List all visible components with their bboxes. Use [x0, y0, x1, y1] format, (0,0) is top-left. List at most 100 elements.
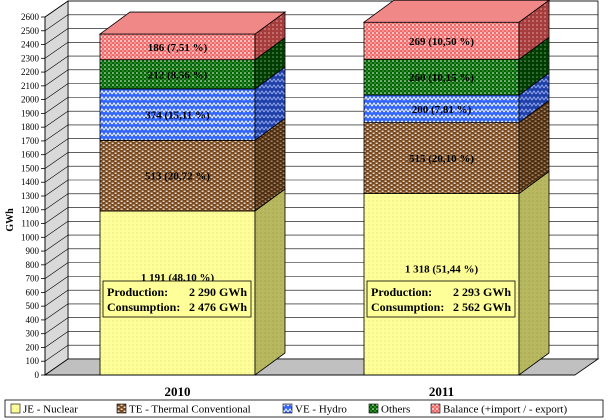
data-label: 513 (20,72 %) [145, 171, 210, 183]
bar-segment [99, 88, 256, 141]
gridline-side [44, 331, 69, 348]
x-axis: 2010 2011 [45, 374, 575, 399]
legend-swatch [430, 403, 441, 414]
y-tick-label: 1500 [21, 163, 40, 173]
y-tick-label: 2000 [21, 95, 40, 105]
consumption-value: 2 562 GWh [453, 300, 511, 314]
y-tick-label: 1100 [21, 219, 39, 229]
gridline-side [44, 110, 69, 128]
gridline-side [44, 14, 69, 32]
y-tick-label: 2500 [21, 26, 40, 36]
gridline-side [44, 124, 69, 142]
production-value: 2 290 GWh [189, 285, 247, 299]
bar-stack: 1 318 (51,44 %) 515 (20,10 %) 200 (7,81 %)… [362, 0, 550, 376]
bar-top [362, 0, 550, 23]
x-tick-label: 2010 [165, 384, 191, 399]
legend: JE - Nuclear TE - Thermal Conventional VE … [4, 399, 604, 418]
gridline-side [44, 344, 69, 362]
y-tick-label: 500 [26, 301, 40, 311]
consumption-value: 2 476 GWh [189, 300, 247, 314]
bar-segment [363, 122, 520, 194]
gridline-side [44, 83, 69, 100]
gridline-side [44, 248, 69, 266]
y-tick-label: 400 [26, 315, 40, 325]
y-tick-label: 600 [26, 287, 40, 297]
y-tick-label: 200 [26, 342, 40, 352]
bar-stack: 1 191 (48,10 %)513 (20,72 %)374 (15,11 %… [98, 11, 287, 376]
bar-segment [99, 33, 256, 61]
data-label: 374 (15,11 %) [145, 110, 210, 122]
bar-segment [99, 59, 256, 90]
legend-label: Others [381, 404, 410, 416]
annotation-box: Production: 2 293 GWh Consumption: 2 562 GW… [366, 280, 516, 318]
gridline-side [44, 97, 69, 114]
bar-segment-side [254, 188, 286, 376]
legend-item: VE - Hydro [282, 404, 347, 416]
legend-item: Others [368, 403, 410, 416]
production-value: 2 293 GWh [453, 285, 511, 299]
data-label: 269 (10,50 %) [409, 36, 474, 48]
legend-label: VE - Hydro [295, 404, 347, 416]
y-tick-label: 300 [26, 329, 40, 339]
annotation-frame [366, 280, 516, 318]
y-tick-label: 1800 [21, 122, 40, 132]
y-tick-label: 900 [26, 246, 40, 256]
y-axis-title: GWh [5, 208, 16, 232]
gridline-side [44, 207, 69, 224]
bar-segment [99, 139, 256, 212]
gridline-side [44, 69, 69, 87]
y-tick-label: 1700 [21, 136, 40, 146]
gridline-side [44, 221, 69, 238]
y-tick-label: 1600 [21, 150, 40, 160]
legend-label: Balance (+import / - export) [443, 404, 567, 416]
gridline-side [44, 138, 69, 155]
y-tick-label: 700 [26, 274, 40, 284]
bar-segment [363, 94, 520, 124]
data-label: 212 (8,56 %) [148, 69, 208, 81]
data-label: 186 (7,51 %) [148, 42, 208, 54]
bar-top [98, 11, 287, 35]
consumption-label: Consumption: [371, 300, 444, 314]
y-tick-label: 1000 [21, 232, 40, 242]
y-tick-label: 1900 [21, 108, 40, 118]
y-tick-label: 1200 [21, 205, 40, 215]
production-label: Production: [107, 285, 168, 299]
legend-item: JE - Nuclear [10, 403, 78, 416]
y-tick-label: 2600 [21, 12, 40, 22]
gridline-side [44, 289, 69, 307]
gridline-side [44, 234, 69, 252]
gridline-side [44, 317, 69, 334]
gridline-side [44, 0, 69, 18]
y-tick-label: 800 [26, 260, 40, 270]
y-tick-label: 0 [35, 370, 40, 380]
legend-item: TE - Thermal Conventional [116, 403, 251, 416]
bars: 1 191 (48,10 %)513 (20,72 %)374 (15,11 %… [98, 0, 550, 376]
y-tick-label: 1300 [21, 191, 40, 201]
legend-swatch [368, 403, 379, 414]
gridline-side [44, 193, 69, 211]
annotation-boxes: Production: 2 290 GWh Consumption: 2 476 GW… [102, 280, 516, 318]
data-label: 200 (7,81 %) [412, 104, 472, 116]
production-label: Production: [371, 285, 432, 299]
gridline-side [44, 165, 69, 183]
legend-swatch [116, 403, 127, 414]
y-tick-label: 2100 [21, 81, 40, 91]
y-tick-label: 1400 [21, 177, 40, 187]
data-label: 260 (10,15 %) [409, 72, 474, 84]
gridline-side [44, 276, 69, 293]
legend-label: TE - Thermal Conventional [129, 404, 251, 416]
gridline-side [44, 152, 69, 169]
bar-segment [363, 21, 520, 60]
gridline-side [44, 262, 69, 279]
y-tick-label: 100 [26, 356, 40, 366]
annotation-frame [102, 280, 252, 318]
legend-label: JE - Nuclear [23, 404, 78, 416]
y-tick-label: 2300 [21, 53, 40, 63]
gridline-side [44, 28, 69, 45]
gridline-side [44, 303, 69, 321]
consumption-label: Consumption: [107, 300, 180, 314]
data-label: 515 (20,10 %) [409, 153, 474, 165]
legend-swatch [10, 403, 21, 414]
x-tick-label: 2011 [429, 384, 454, 399]
